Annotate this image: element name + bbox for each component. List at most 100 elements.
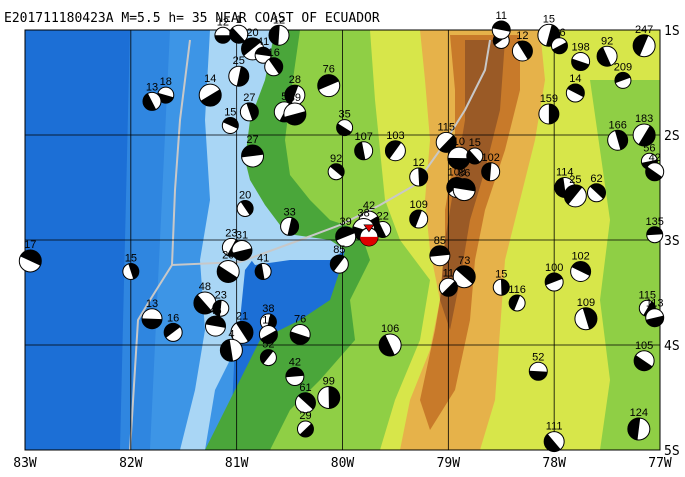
- beachball-quadrant: [235, 321, 253, 342]
- event-depth-label: 22: [377, 211, 389, 223]
- beachball-quadrant: [638, 125, 656, 146]
- event-depth-label: 209: [614, 61, 632, 73]
- epicenter-icon: [363, 224, 375, 233]
- page-title: E201711180423A M=5.5 h= 35 NEAR COAST OF…: [4, 11, 380, 26]
- beachball-quadrant: [509, 295, 521, 311]
- event-marker: 20: [216, 250, 240, 283]
- event-depth-label: 25: [569, 174, 581, 186]
- event-depth-label: 198: [571, 42, 589, 54]
- event-depth-label: 102: [481, 152, 499, 164]
- beachball-quadrant: [255, 263, 265, 280]
- event-marker: 116: [508, 284, 526, 312]
- event-depth-label: 11: [496, 10, 507, 22]
- beachball-quadrant: [567, 84, 585, 98]
- event-marker: 12: [511, 30, 533, 62]
- event-depth-label: 247: [635, 24, 653, 36]
- event-marker: 33: [280, 206, 300, 236]
- beachball-quadrant: [317, 74, 339, 90]
- event-depth-label: 115: [639, 289, 657, 301]
- beachball-quadrant: [330, 255, 345, 272]
- beachball-quadrant: [564, 184, 583, 205]
- event-marker: 28: [284, 74, 306, 106]
- event-marker: 115: [435, 121, 457, 153]
- y-tick-label: 3S: [664, 234, 680, 249]
- event-marker: 124: [627, 407, 651, 441]
- event-marker: 13: [142, 81, 162, 111]
- main-event-marker: [359, 224, 379, 247]
- beachball-quadrant: [634, 355, 653, 371]
- event-depth-label: 23: [225, 227, 237, 239]
- beachball-quadrant: [614, 72, 631, 84]
- event-marker: 209: [614, 61, 632, 89]
- y-tick-label: 1S: [664, 24, 680, 39]
- event-marker: 183: [632, 113, 656, 147]
- event-marker: 102: [481, 152, 501, 182]
- beachball-quadrant: [633, 34, 649, 56]
- beachball-quadrant: [645, 166, 663, 181]
- event-depth-label: 56: [643, 142, 655, 154]
- event-depth-label: 10: [262, 315, 274, 327]
- beachball-quadrant: [255, 47, 272, 57]
- event-marker: 52: [259, 339, 277, 367]
- x-tick-label: 79W: [437, 456, 461, 471]
- beachball-quadrant: [200, 89, 222, 107]
- event-marker: 76: [289, 314, 311, 345]
- beachball-quadrant: [627, 418, 641, 440]
- event-depth-label: 46: [209, 305, 221, 317]
- y-tick-label: 2S: [664, 129, 680, 144]
- event-marker: 106: [378, 323, 402, 357]
- beachball-quadrant: [597, 47, 612, 67]
- event-depth-label: 52: [262, 339, 274, 351]
- event-marker: 52: [528, 351, 548, 381]
- event-depth-label: 27: [246, 134, 258, 146]
- y-tick-label: 4S: [664, 339, 680, 354]
- beachball-quadrant: [646, 226, 663, 236]
- event-depth-label: 38: [358, 208, 370, 220]
- beachball-quadrant: [500, 279, 510, 296]
- event-depth-label: 12: [516, 30, 528, 42]
- beachball-quadrant: [492, 20, 511, 32]
- event-depth-label: 159: [540, 93, 558, 105]
- event-marker: 17: [18, 239, 42, 273]
- event-depth-label: 16: [268, 47, 280, 59]
- event-marker: 61: [294, 382, 316, 414]
- event-marker: 36: [550, 27, 568, 55]
- beachball-quadrant: [409, 210, 422, 228]
- event-depth-label: 124: [630, 407, 648, 419]
- event-depth-label: 29: [299, 410, 311, 422]
- event-depth-label: 85: [434, 235, 446, 247]
- beachball-quadrant: [284, 85, 299, 105]
- event-marker: 85: [329, 244, 349, 274]
- beachball-quadrant: [229, 27, 245, 44]
- event-depth-label: 14: [569, 73, 581, 85]
- event-depth-label: 15: [125, 253, 137, 265]
- event-depth-label: 14: [204, 73, 216, 85]
- beachball-quadrant: [193, 294, 213, 314]
- beachball-quadrant: [645, 315, 664, 327]
- x-tick-label: 77W: [648, 456, 672, 471]
- event-depth-label: 76: [294, 314, 306, 326]
- beachball-quadrant: [142, 318, 162, 329]
- event-depth-label: 12: [413, 157, 425, 169]
- beachball-quadrant: [223, 117, 239, 129]
- event-depth-label: 13: [146, 298, 158, 310]
- beachball-quadrant: [246, 102, 259, 121]
- event-depth-label: 20: [239, 190, 251, 202]
- event-depth-label: 183: [635, 113, 653, 125]
- beachball-quadrant: [545, 273, 563, 286]
- event-marker: 15: [221, 107, 239, 135]
- beachball-quadrant: [269, 25, 280, 46]
- beachball-quadrant: [554, 177, 567, 198]
- event-marker: 39: [283, 92, 307, 126]
- event-depth-label: 13: [146, 81, 158, 93]
- event-marker: 41: [254, 253, 272, 280]
- x-tick-label: 81W: [225, 456, 249, 471]
- event-depth-label: 109: [577, 297, 595, 309]
- event-marker: 4: [219, 328, 243, 362]
- beachball-quadrant: [447, 157, 470, 170]
- event-depth-label: 73: [458, 255, 470, 267]
- event-depth-label: 99: [323, 376, 335, 388]
- event-marker: 23: [212, 289, 230, 317]
- event-depth-label: 52: [532, 351, 544, 363]
